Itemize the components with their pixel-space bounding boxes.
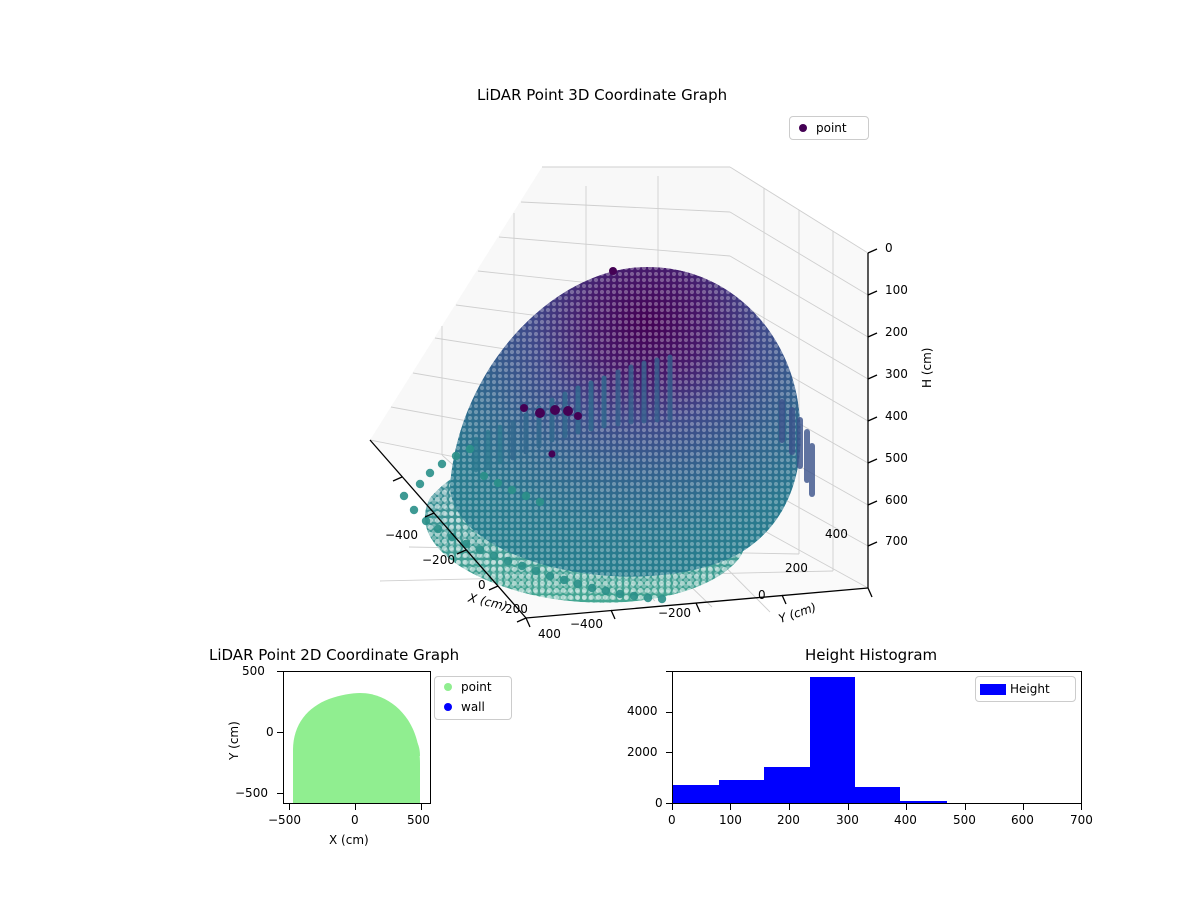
chart-2d-axes[interactable] — [283, 671, 431, 804]
tick-mark — [666, 671, 672, 673]
point-marker-icon — [435, 683, 461, 691]
chart-3d-title: LiDAR Point 3D Coordinate Graph — [477, 86, 728, 104]
point-cloud-outer — [399, 444, 667, 604]
z-axis-label: H (cm) — [920, 347, 934, 389]
x-tick-label-hist: 200 — [777, 813, 800, 827]
x-tick-label-hist: 500 — [953, 813, 976, 827]
histogram-title: Height Histogram — [805, 646, 938, 664]
y-axis-label-2d: Y (cm) — [227, 721, 241, 760]
x-tick-label-2d: 500 — [407, 813, 430, 827]
tick-mark — [277, 671, 283, 673]
tick-mark — [789, 804, 791, 810]
histogram-bar — [673, 784, 719, 803]
legend-label: Height — [1010, 682, 1050, 696]
point-cloud-2d — [293, 693, 420, 803]
legend-label: point — [461, 680, 492, 694]
legend-label: wall — [461, 700, 485, 714]
chart-3d-legend[interactable]: point — [789, 116, 869, 140]
y-tick-label-hist: 4000 — [627, 704, 658, 718]
tick-mark — [355, 804, 357, 810]
tick-mark — [1081, 804, 1083, 810]
x-tick-label-hist: 100 — [719, 813, 742, 827]
x-tick-label-hist: 0 — [668, 813, 676, 827]
tick-mark — [848, 804, 850, 810]
x-tick-label: −200 — [422, 553, 455, 567]
axis-ticks — [392, 248, 878, 628]
y-tick-label-hist: 2000 — [627, 745, 658, 759]
tick-mark — [672, 804, 674, 810]
chart-3d-axes[interactable]: −400 −200 0 200 400 X (cm) −400 −200 0 2… — [330, 140, 934, 641]
tick-mark — [965, 804, 967, 810]
y-tick-label: −400 — [570, 617, 603, 631]
legend-item: wall — [435, 697, 511, 717]
histogram-bar — [718, 779, 765, 803]
point-cloud-outliers — [520, 267, 617, 458]
x-tick-label-hist: 600 — [1011, 813, 1034, 827]
tick-mark — [289, 804, 291, 810]
tick-mark — [666, 752, 672, 754]
height-patch-icon — [976, 683, 1010, 695]
legend-item: point — [435, 677, 511, 697]
y-tick-label-2d: 0 — [266, 725, 274, 739]
x-tick-label: 200 — [505, 602, 528, 616]
histogram-bar — [900, 801, 948, 803]
x-tick-label-2d: −500 — [268, 813, 301, 827]
x-tick-label-2d: 0 — [351, 813, 359, 827]
y-tick-label: −200 — [658, 606, 691, 620]
x-tick-label: 0 — [478, 578, 486, 592]
y-tick-label: 200 — [785, 561, 808, 575]
legend-label: point — [816, 121, 847, 135]
chart-2d-legend[interactable]: point wall — [434, 676, 512, 720]
histogram-bar — [810, 676, 855, 803]
chart-2d-title: LiDAR Point 2D Coordinate Graph — [209, 646, 460, 664]
legend-item: point — [790, 117, 868, 139]
tick-mark — [906, 804, 908, 810]
y-tick-label-2d: 500 — [242, 664, 265, 678]
y-tick-label: 0 — [758, 588, 766, 602]
tick-mark — [666, 803, 672, 805]
point-cloud-strands — [473, 354, 815, 497]
y-tick-label-hist: 0 — [655, 796, 663, 810]
histogram-legend[interactable]: Height — [975, 676, 1076, 702]
legend-item: Height — [976, 677, 1075, 701]
point-marker-icon — [790, 124, 816, 132]
tick-mark — [730, 804, 732, 810]
y-tick-label-2d: −500 — [235, 786, 268, 800]
x-tick-label-hist: 400 — [894, 813, 917, 827]
wall-marker-icon — [435, 703, 461, 711]
z-tick-label: 500 — [885, 451, 908, 465]
histogram-bar — [854, 787, 901, 803]
z-tick-label: 700 — [885, 534, 908, 548]
x-tick-label: −400 — [385, 528, 418, 542]
tick-mark — [1023, 804, 1025, 810]
z-tick-label: 600 — [885, 493, 908, 507]
z-tick-label: 400 — [885, 409, 908, 423]
histogram-bar — [764, 766, 811, 803]
y-tick-label: 400 — [825, 527, 848, 541]
x-tick-label: 400 — [538, 627, 561, 641]
x-tick-label-hist: 700 — [1070, 813, 1093, 827]
tick-mark — [277, 793, 283, 795]
tick-mark — [666, 712, 672, 714]
z-tick-label: 0 — [885, 241, 893, 255]
x-axis-label-2d: X (cm) — [329, 833, 369, 847]
z-tick-label: 100 — [885, 283, 908, 297]
z-tick-label: 200 — [885, 325, 908, 339]
tick-mark — [421, 804, 423, 810]
tick-mark — [277, 732, 283, 734]
x-tick-label-hist: 300 — [836, 813, 859, 827]
z-tick-label: 300 — [885, 367, 908, 381]
